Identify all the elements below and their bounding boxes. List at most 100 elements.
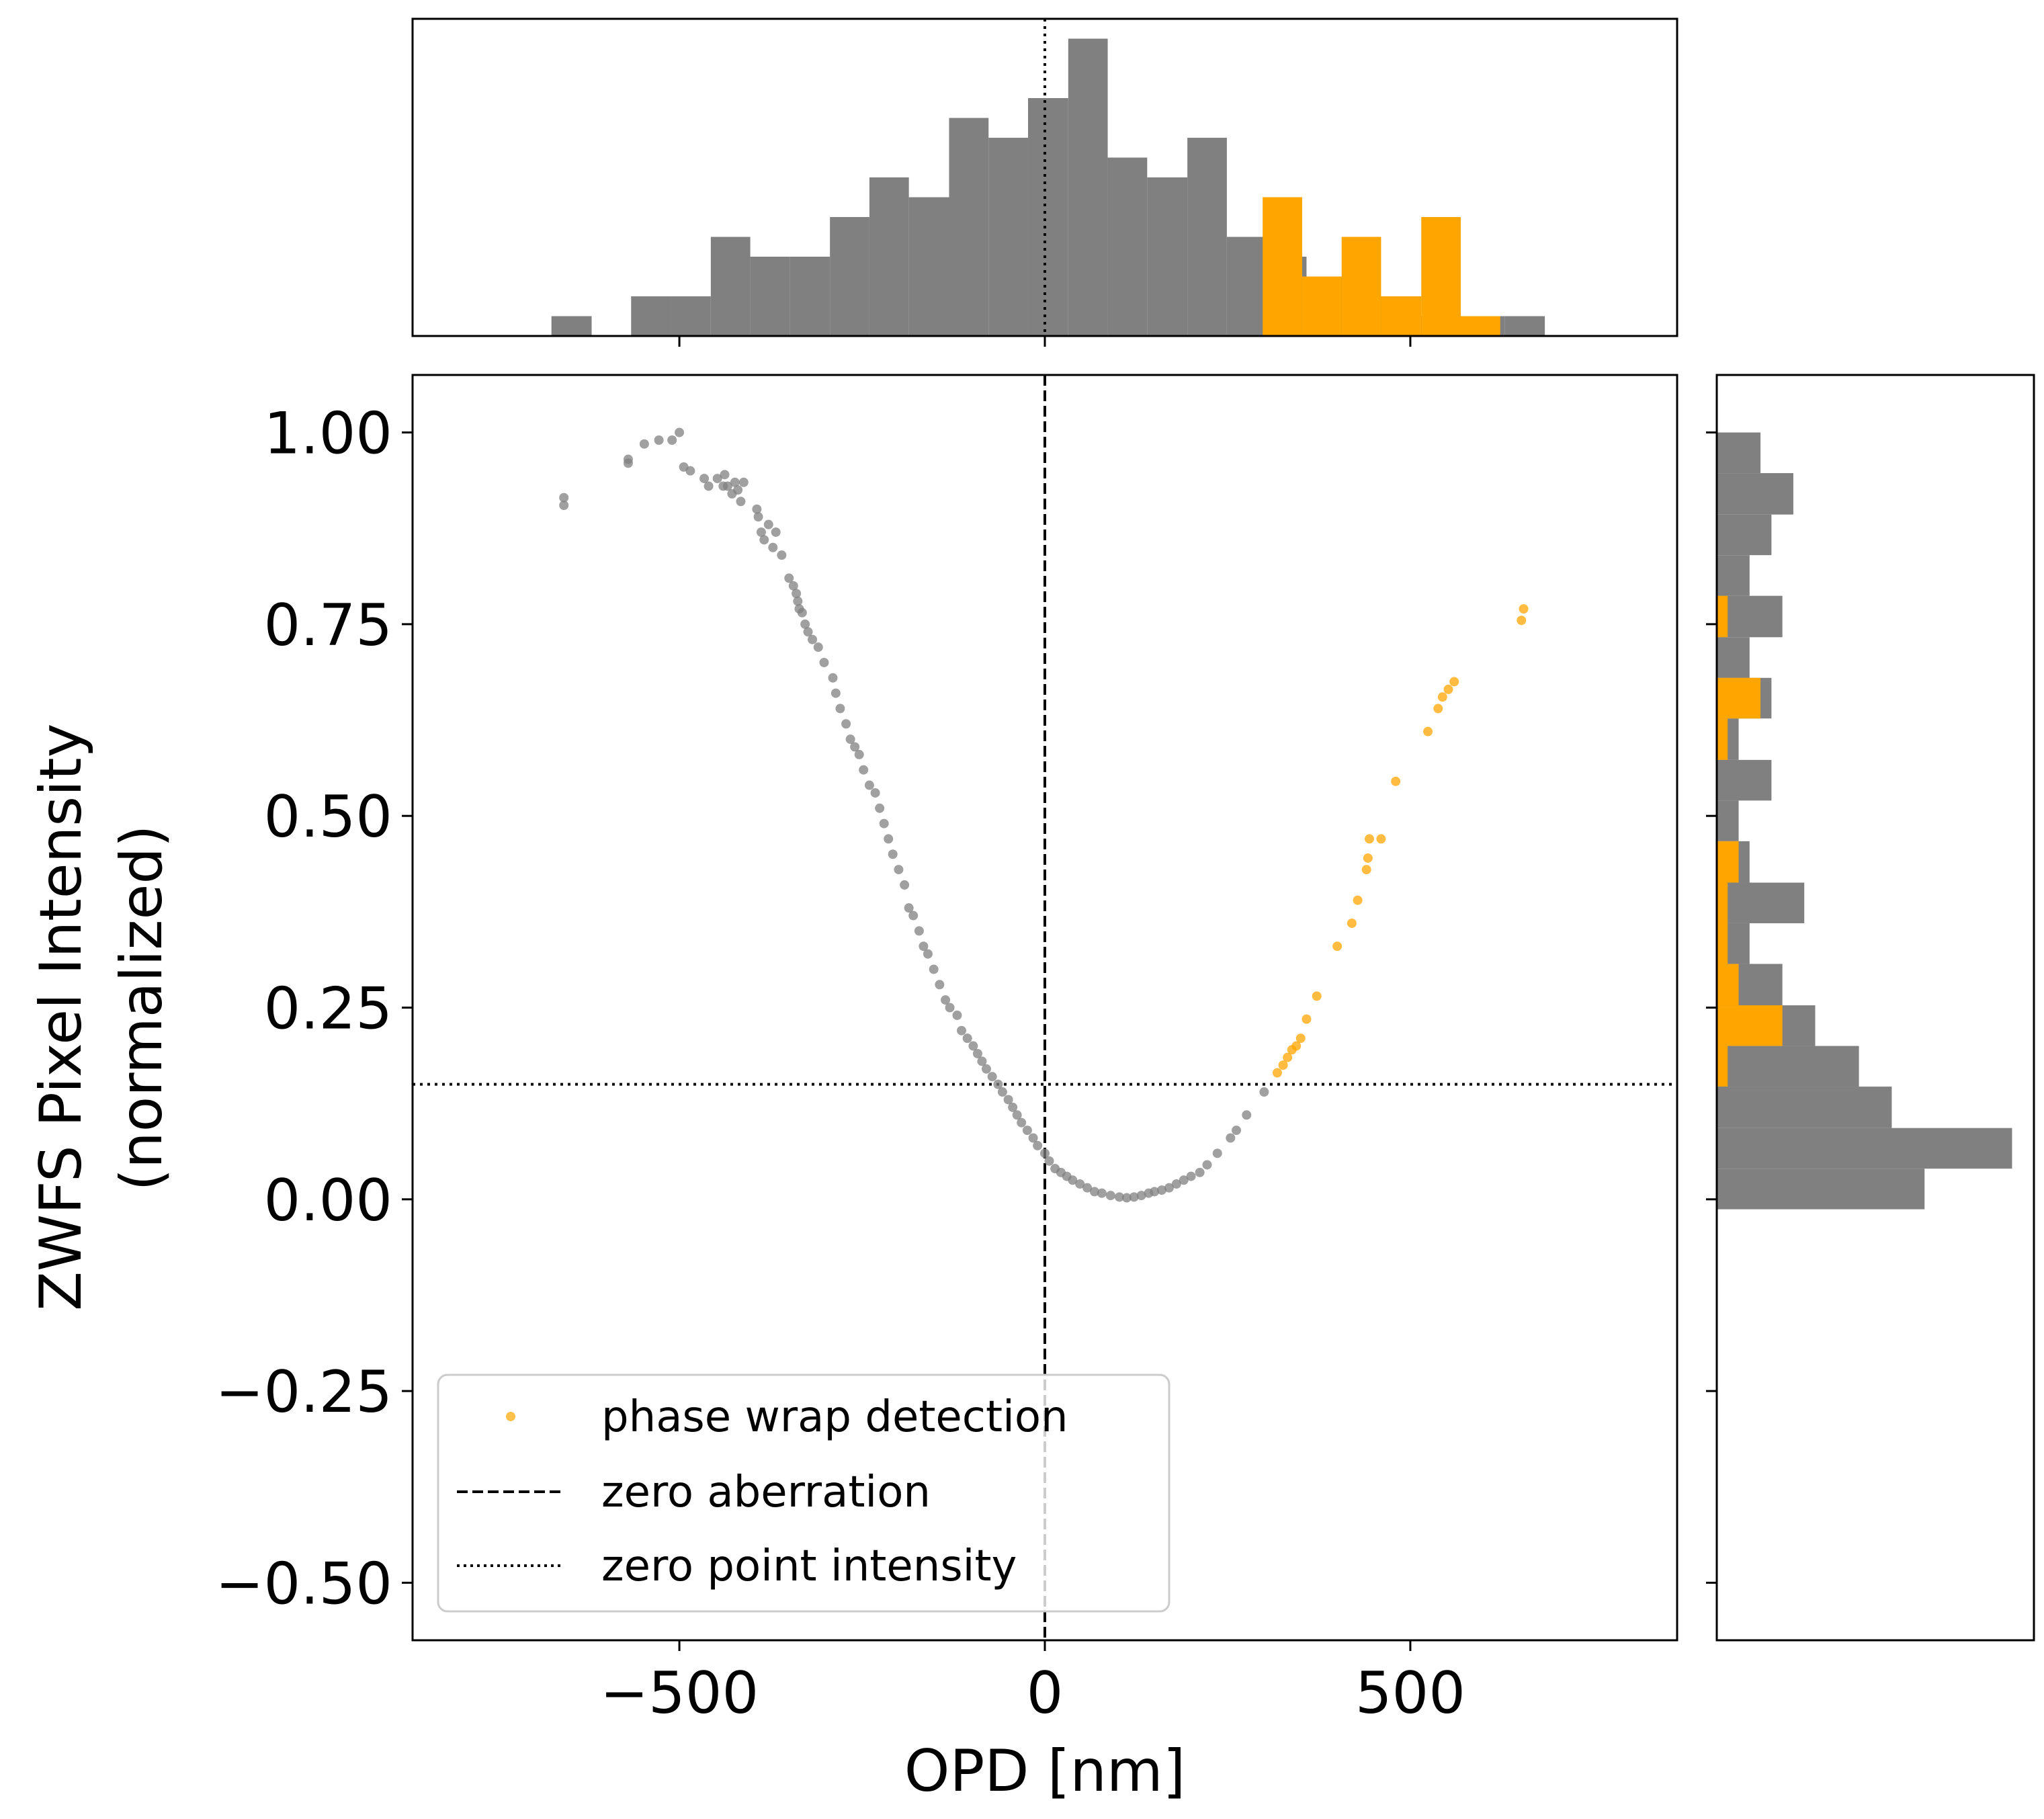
data-point xyxy=(1202,1160,1212,1170)
data-point xyxy=(1114,1192,1124,1202)
top-histogram-wrap-bar xyxy=(1302,276,1342,336)
data-point xyxy=(841,719,851,729)
phase-wrap-point xyxy=(1283,1052,1293,1062)
legend-label-phase-wrap: phase wrap detection xyxy=(601,1392,1068,1442)
data-point xyxy=(972,1048,982,1058)
phase-wrap-point xyxy=(1332,941,1343,951)
phase-wrap-point xyxy=(1272,1068,1282,1078)
right-histogram-bar xyxy=(1717,882,1805,923)
x-tick-label: 500 xyxy=(1355,1660,1465,1727)
right-histogram-wrap-bar xyxy=(1717,595,1728,638)
right-histogram-wrap-bar xyxy=(1717,677,1761,719)
data-point xyxy=(870,788,880,798)
data-point xyxy=(784,573,794,583)
data-point xyxy=(777,550,787,560)
phase-wrap-point xyxy=(1423,726,1433,736)
right-histogram-bars xyxy=(1717,432,2012,1210)
data-point xyxy=(1242,1110,1252,1120)
right-histogram-bar xyxy=(1717,1169,1925,1210)
phase-wrap-point xyxy=(1278,1060,1288,1070)
phase-wrap-point xyxy=(1437,692,1447,702)
top-histogram-bar xyxy=(830,217,869,336)
data-point xyxy=(797,607,807,618)
right-histogram-wrap-bar xyxy=(1717,923,1728,964)
y-tick-label: 0.25 xyxy=(264,976,392,1043)
data-point xyxy=(956,1025,966,1035)
data-point xyxy=(704,481,714,491)
data-point xyxy=(879,818,889,829)
data-point xyxy=(850,742,860,752)
top-histogram-bar xyxy=(988,138,1028,336)
data-point xyxy=(875,803,885,813)
data-point xyxy=(935,980,945,990)
data-point xyxy=(997,1087,1007,1097)
top-histogram-bar xyxy=(1187,138,1227,336)
data-point xyxy=(968,1041,978,1051)
data-point xyxy=(1097,1188,1107,1198)
top-histogram-bar xyxy=(790,257,831,336)
right-histogram-wrap-bar xyxy=(1717,841,1739,883)
data-point xyxy=(685,466,695,476)
data-point xyxy=(1003,1095,1013,1105)
top-histogram-bar xyxy=(949,118,989,336)
y-tick-label: −0.50 xyxy=(215,1550,392,1617)
top-histogram-bar xyxy=(631,296,671,336)
data-point xyxy=(884,834,894,844)
data-point xyxy=(736,497,746,507)
data-point xyxy=(752,504,762,514)
right-histogram-bar xyxy=(1717,555,1750,596)
data-point xyxy=(864,780,874,790)
top-histogram-bars xyxy=(551,38,1545,336)
data-point xyxy=(941,995,951,1005)
right-histogram-bar xyxy=(1717,637,1750,678)
y-axis-label-line-1: ZWFS Pixel Intensity xyxy=(28,723,95,1310)
right-histogram-bar xyxy=(1717,514,1772,556)
data-point xyxy=(1082,1183,1093,1193)
phase-wrap-point xyxy=(1376,834,1386,844)
right-histogram-bar xyxy=(1717,759,1772,801)
top-histogram xyxy=(411,17,1678,347)
data-point xyxy=(813,642,823,652)
y-ticks: 1.00 0.75 0.50 0.25 0.00 −0.25 −0.50 xyxy=(215,400,413,1617)
data-point xyxy=(831,688,841,698)
main-marks xyxy=(413,375,1677,1640)
top-histogram-wrap-bar xyxy=(1421,217,1461,336)
data-point xyxy=(1008,1102,1018,1112)
data-point xyxy=(1028,1133,1038,1143)
phase-wrap-point xyxy=(1449,677,1459,687)
data-point xyxy=(929,964,939,974)
main-panel: −500 0 500 1.00 0.75 0.50 0.25 0.00 −0.25 −0.50 xyxy=(215,374,1678,1727)
y-tick-label: −0.25 xyxy=(215,1359,392,1426)
data-point xyxy=(1186,1171,1196,1181)
data-point xyxy=(808,634,818,644)
data-point xyxy=(1157,1185,1167,1195)
data-point xyxy=(623,454,633,464)
top-histogram-bar xyxy=(908,197,949,336)
data-point xyxy=(1017,1117,1027,1128)
data-point xyxy=(1121,1193,1132,1203)
data-point xyxy=(768,542,778,552)
data-point xyxy=(667,435,677,446)
right-histogram-bar xyxy=(1717,1128,2012,1169)
phase-wrap-point xyxy=(1353,895,1363,905)
data-point xyxy=(1259,1087,1269,1097)
top-histogram-bar xyxy=(551,316,592,336)
phase-wrap-point xyxy=(1302,1014,1312,1024)
legend-label-zero-point: zero point intensity xyxy=(601,1541,1017,1591)
right-histogram-wrap-bar xyxy=(1717,882,1728,923)
top-histogram-bar xyxy=(1068,38,1108,336)
data-point xyxy=(675,427,685,437)
legend: phase wrap detection zero aberration zer… xyxy=(437,1373,1170,1613)
top-histogram-ticks xyxy=(678,336,1412,347)
data-point xyxy=(654,435,664,446)
data-point xyxy=(1179,1175,1189,1185)
legend-label-zero-aberration: zero aberration xyxy=(601,1468,931,1517)
data-point xyxy=(793,596,803,606)
data-point xyxy=(952,1010,962,1020)
data-point xyxy=(1075,1179,1085,1189)
data-point xyxy=(993,1079,1003,1089)
top-histogram-bar xyxy=(750,257,790,336)
data-point xyxy=(763,519,773,530)
y-axis-label: ZWFS Pixel Intensity (normalized) xyxy=(28,705,175,1311)
data-point xyxy=(1012,1110,1022,1120)
